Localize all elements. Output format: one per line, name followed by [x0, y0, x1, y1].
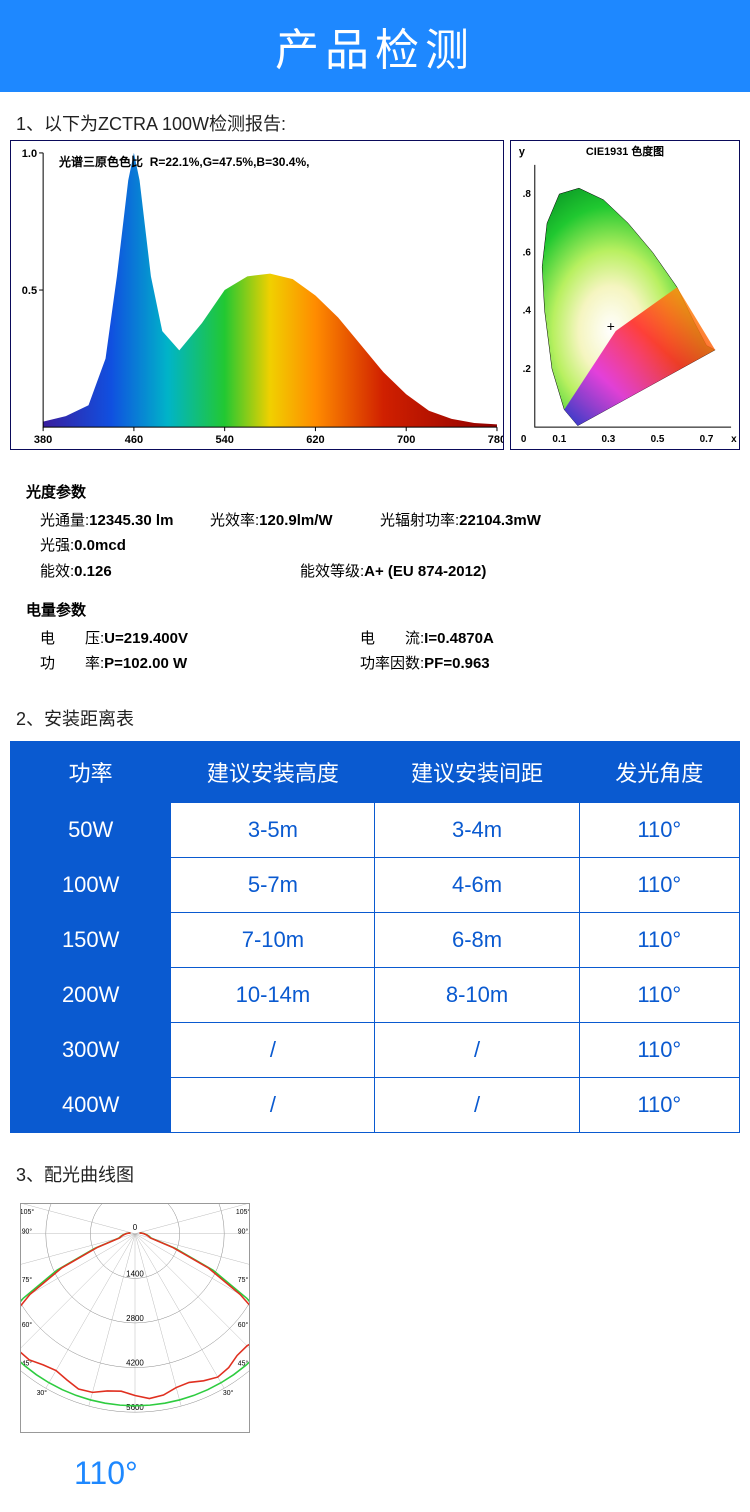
section2-heading: 2、安装距离表	[0, 687, 750, 735]
radiant: 光辐射功率:22104.3mW	[380, 508, 557, 534]
table-cell: 5-7m	[171, 857, 375, 912]
svg-text:60°: 60°	[22, 1320, 33, 1328]
table-header: 功率	[11, 741, 171, 802]
table-cell: 7-10m	[171, 912, 375, 967]
svg-text:780: 780	[488, 434, 503, 446]
svg-text:30°: 30°	[37, 1389, 48, 1397]
table-cell: 110°	[579, 967, 739, 1022]
charts-row: 光谱三原色色比 R=22.1%,G=47.5%,B=30.4%, 380 460 5…	[0, 140, 750, 450]
photometric-heading: 光度参数	[26, 480, 724, 506]
table-cell: 300W	[11, 1022, 171, 1077]
table-cell: 110°	[579, 1022, 739, 1077]
svg-text:60°: 60°	[238, 1320, 249, 1328]
cie-svg: CIE1931 色度图 y +0.1 0.3 0.5 0.7 .2 .4 .6 .8 x 0	[511, 141, 739, 449]
svg-text:1400: 1400	[126, 1269, 144, 1278]
svg-text:0.5: 0.5	[22, 285, 37, 297]
svg-text:700: 700	[397, 434, 415, 446]
beam-angle-display: 110°	[0, 1445, 750, 1512]
svg-text:0: 0	[133, 1222, 138, 1231]
svg-text:620: 620	[306, 434, 324, 446]
table-cell: 4-6m	[375, 857, 579, 912]
svg-text:.6: .6	[523, 247, 532, 258]
electrical-heading: 电量参数	[26, 598, 724, 624]
svg-text:90°: 90°	[238, 1227, 249, 1235]
polar-chart: 1400 2800 4200 5600 105° 105° 90° 90° 75° 75° 60° 6…	[20, 1203, 250, 1433]
table-cell: /	[375, 1077, 579, 1132]
svg-text:.2: .2	[523, 364, 532, 375]
svg-text:0.7: 0.7	[700, 434, 714, 445]
page-title-banner: 产品检测	[0, 0, 750, 92]
section1-heading: 1、以下为ZCTRA 100W检测报告:	[0, 92, 750, 140]
current: 电 流:I=0.4870A	[300, 626, 560, 652]
svg-text:380: 380	[34, 434, 52, 446]
table-cell: 6-8m	[375, 912, 579, 967]
table-cell: 110°	[579, 912, 739, 967]
efficacy: 光效率:120.9lm/W	[210, 508, 380, 534]
svg-text:+: +	[607, 318, 615, 334]
svg-text:0.1: 0.1	[552, 434, 566, 445]
energy-eff: 能效:0.126	[40, 559, 210, 585]
intensity: 光强:0.0mcd	[40, 533, 210, 559]
spectrum-svg: 380 460 540 620 700 780 0.5 1.0	[11, 141, 503, 449]
svg-text:5600: 5600	[126, 1403, 144, 1412]
energy-class: 能效等级:A+ (EU 874-2012)	[210, 559, 502, 585]
table-cell: 150W	[11, 912, 171, 967]
svg-text:1.0: 1.0	[22, 148, 37, 160]
svg-text:4200: 4200	[126, 1358, 144, 1367]
table-cell: /	[375, 1022, 579, 1077]
table-cell: 10-14m	[171, 967, 375, 1022]
svg-text:2800: 2800	[126, 1313, 144, 1322]
table-header: 发光角度	[579, 741, 739, 802]
svg-text:30°: 30°	[223, 1389, 234, 1397]
svg-text:105°: 105°	[21, 1207, 34, 1215]
svg-text:CIE1931 色度图: CIE1931 色度图	[586, 144, 664, 158]
flux: 光通量:12345.30 lm	[40, 508, 210, 534]
svg-text:0: 0	[521, 434, 527, 445]
table-cell: 110°	[579, 857, 739, 912]
table-cell: /	[171, 1077, 375, 1132]
table-cell: 3-5m	[171, 802, 375, 857]
table-header: 建议安装间距	[375, 741, 579, 802]
cie-chart: CIE1931 色度图 y +0.1 0.3 0.5 0.7 .2 .4 .6 .8 x 0	[510, 140, 740, 450]
svg-text:75°: 75°	[22, 1275, 33, 1283]
voltage: 电 压:U=219.400V	[40, 626, 300, 652]
table-cell: 3-4m	[375, 802, 579, 857]
spectrum-chart: 光谱三原色色比 R=22.1%,G=47.5%,B=30.4%, 380 460 5…	[10, 140, 504, 450]
polar-svg: 1400 2800 4200 5600 105° 105° 90° 90° 75° 75° 60° 6…	[21, 1204, 249, 1432]
svg-text:75°: 75°	[238, 1275, 249, 1283]
photometric-params: 光度参数 光通量:12345.30 lm 光效率:120.9lm/W 光辐射功率…	[0, 450, 750, 687]
svg-text:460: 460	[125, 434, 143, 446]
table-header: 建议安装高度	[171, 741, 375, 802]
svg-text:.4: .4	[523, 306, 532, 317]
svg-text:0.5: 0.5	[651, 434, 665, 445]
install-table: 功率建议安装高度建议安装间距发光角度 50W3-5m3-4m110°100W5-…	[10, 741, 740, 1133]
svg-text:y: y	[519, 146, 525, 158]
svg-text:x: x	[731, 434, 737, 445]
table-cell: 8-10m	[375, 967, 579, 1022]
table-cell: 200W	[11, 967, 171, 1022]
table-cell: 50W	[11, 802, 171, 857]
power: 功 率:P=102.00 W	[40, 651, 300, 677]
svg-text:105°: 105°	[236, 1207, 249, 1215]
svg-text:90°: 90°	[22, 1227, 33, 1235]
table-cell: 110°	[579, 802, 739, 857]
svg-text:540: 540	[215, 434, 233, 446]
section3-heading: 3、配光曲线图	[0, 1133, 750, 1191]
pf: 功率因数:PF=0.963	[300, 651, 560, 677]
svg-text:0.3: 0.3	[602, 434, 616, 445]
polar-chart-wrap: 1400 2800 4200 5600 105° 105° 90° 90° 75° 75° 60° 6…	[0, 1191, 750, 1445]
spectrum-title: 光谱三原色色比 R=22.1%,G=47.5%,B=30.4%,	[59, 153, 309, 170]
table-cell: /	[171, 1022, 375, 1077]
table-cell: 400W	[11, 1077, 171, 1132]
svg-text:.8: .8	[523, 189, 532, 200]
table-cell: 110°	[579, 1077, 739, 1132]
table-cell: 100W	[11, 857, 171, 912]
